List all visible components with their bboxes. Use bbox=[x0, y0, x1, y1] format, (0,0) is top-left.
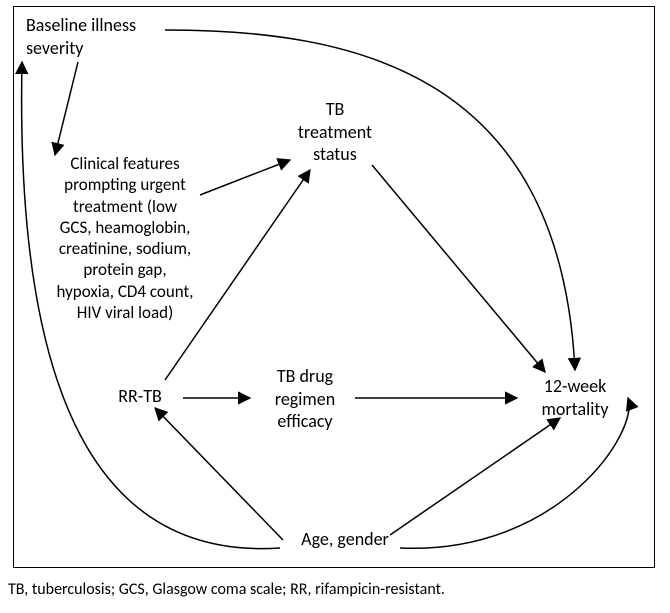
node-tb-treatment: TBtreatmentstatus bbox=[270, 98, 400, 166]
figure-caption: TB, tuberculosis; GCS, Glasgow coma scal… bbox=[8, 580, 445, 599]
node-baseline: Baseline illnessseverity bbox=[26, 14, 196, 59]
node-mortality: 12-weekmortality bbox=[520, 375, 630, 420]
node-rr-tb: RR-TB bbox=[100, 385, 180, 408]
node-age-gender: Age, gender bbox=[275, 528, 415, 551]
node-clinical-features: Clinical featuresprompting urgenttreatme… bbox=[30, 153, 220, 323]
node-drug-efficacy: TB drugregimenefficacy bbox=[250, 365, 360, 433]
